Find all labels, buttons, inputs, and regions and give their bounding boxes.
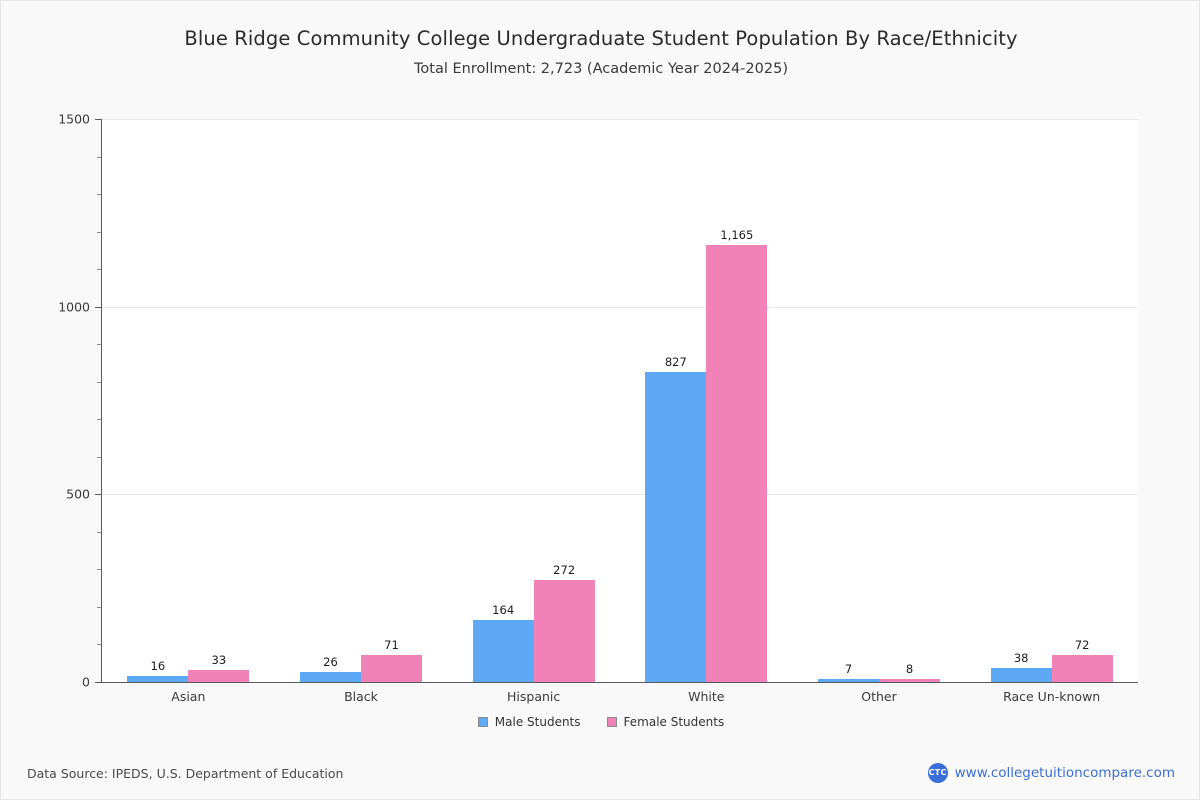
- chart-legend: Male Students Female Students: [1, 715, 1200, 729]
- brand-url-label: www.collegetuitioncompare.com: [954, 765, 1175, 781]
- x-axis-category-label: Race Un-known: [1003, 689, 1101, 704]
- bar-male[interactable]: 164: [472, 603, 534, 682]
- y-tick-minor: [97, 269, 102, 271]
- brand-link[interactable]: CTC www.collegetuitioncompare.com: [927, 763, 1175, 783]
- y-axis-tick-label: 1000: [58, 299, 90, 315]
- y-tick-minor: [97, 419, 102, 421]
- bar-male[interactable]: 16: [127, 659, 189, 682]
- y-tick-minor: [97, 606, 102, 608]
- gridline: [102, 306, 1138, 308]
- plot-area: 0 500 1000 1500 16 33 Asian 26 71 Black 164 272 His…: [58, 112, 1138, 704]
- bar-group: 7 8 Other: [793, 119, 966, 704]
- bar-value-label: 1,165: [720, 227, 754, 242]
- legend-swatch-male: [477, 717, 488, 727]
- data-source-note: Data Source: IPEDS, U.S. Department of E…: [27, 766, 344, 781]
- x-axis-category-label: Hispanic: [507, 689, 561, 704]
- legend-label: Female Students: [623, 715, 725, 729]
- bar-female[interactable]: 8: [878, 662, 940, 682]
- y-tick-major: [95, 119, 102, 120]
- bar-value-label: 8: [905, 662, 914, 676]
- bar-group: 26 71 Black: [275, 119, 448, 704]
- y-tick-minor: [97, 569, 102, 571]
- bar-value-label: 16: [150, 659, 166, 673]
- legend-item[interactable]: Female Students: [606, 715, 725, 729]
- x-axis-category-label: Black: [344, 689, 378, 704]
- bar-groups: 16 33 Asian 26 71 Black 164 272 Hispanic 827 1,165…: [102, 119, 1138, 704]
- bar-value-label: 164: [492, 603, 515, 618]
- bar-value-label: 7: [844, 662, 853, 677]
- x-axis-line: [101, 682, 1138, 683]
- bar-value-label: 72: [1074, 637, 1090, 652]
- plot-background: [102, 119, 1138, 682]
- y-axis-tick-label: 0: [82, 674, 90, 690]
- bar-value-label: 272: [553, 562, 576, 577]
- legend-label: Male Students: [494, 715, 581, 729]
- chart-subtitle: Total Enrollment: 2,723 (Academic Year 2…: [414, 61, 788, 77]
- x-axis-category-label: Other: [861, 689, 897, 704]
- bar-group: 827 1,165 White: [620, 119, 793, 704]
- bar-value-label: 71: [384, 638, 399, 653]
- y-tick-minor: [97, 456, 102, 458]
- bar-value-label: 38: [1013, 650, 1029, 665]
- bar-value-label: 827: [664, 354, 687, 369]
- y-tick-minor: [97, 194, 102, 196]
- y-tick-major: [95, 306, 102, 308]
- bar-female[interactable]: 33: [188, 653, 250, 682]
- bar-value-label: 33: [211, 652, 227, 667]
- y-tick-minor: [97, 531, 102, 533]
- ctc-logo-icon: CTC: [927, 763, 948, 783]
- bar-female[interactable]: 1,165: [706, 228, 768, 682]
- bar-group: 16 33 Asian: [102, 119, 275, 704]
- bar-male[interactable]: 7: [817, 662, 879, 682]
- y-axis-labels: 0 500 1000 1500: [30, 112, 90, 690]
- x-axis-category-label: White: [688, 689, 725, 704]
- y-tick-minor: [97, 644, 102, 646]
- y-tick-major: [95, 682, 102, 683]
- bar-value-label: 26: [323, 655, 338, 670]
- x-axis-category-label: Asian: [171, 689, 206, 704]
- bar-group: 38 72 Race Un-known: [965, 119, 1138, 704]
- y-tick-minor: [97, 156, 102, 158]
- legend-swatch-female: [606, 717, 617, 727]
- bar-male[interactable]: 38: [990, 651, 1052, 682]
- bar-female[interactable]: 272: [533, 563, 595, 682]
- y-axis-line: [101, 119, 102, 682]
- y-tick-minor: [97, 231, 102, 233]
- y-tick-minor: [97, 381, 102, 383]
- page-title: Blue Ridge Community College Undergradua…: [184, 27, 1018, 50]
- legend-item[interactable]: Male Students: [477, 715, 581, 729]
- y-axis-tick-label: 500: [66, 486, 90, 502]
- bar-female[interactable]: 71: [360, 638, 422, 682]
- bar-male[interactable]: 26: [299, 655, 361, 682]
- bar-female[interactable]: 72: [1051, 638, 1113, 682]
- y-axis-tick-label: 1500: [58, 111, 90, 127]
- y-tick-major: [95, 494, 102, 496]
- gridline: [102, 119, 1138, 120]
- bar-male[interactable]: 827: [645, 355, 707, 682]
- gridline: [102, 494, 1138, 496]
- y-tick-minor: [97, 344, 102, 346]
- bar-group: 164 272 Hispanic: [447, 119, 620, 704]
